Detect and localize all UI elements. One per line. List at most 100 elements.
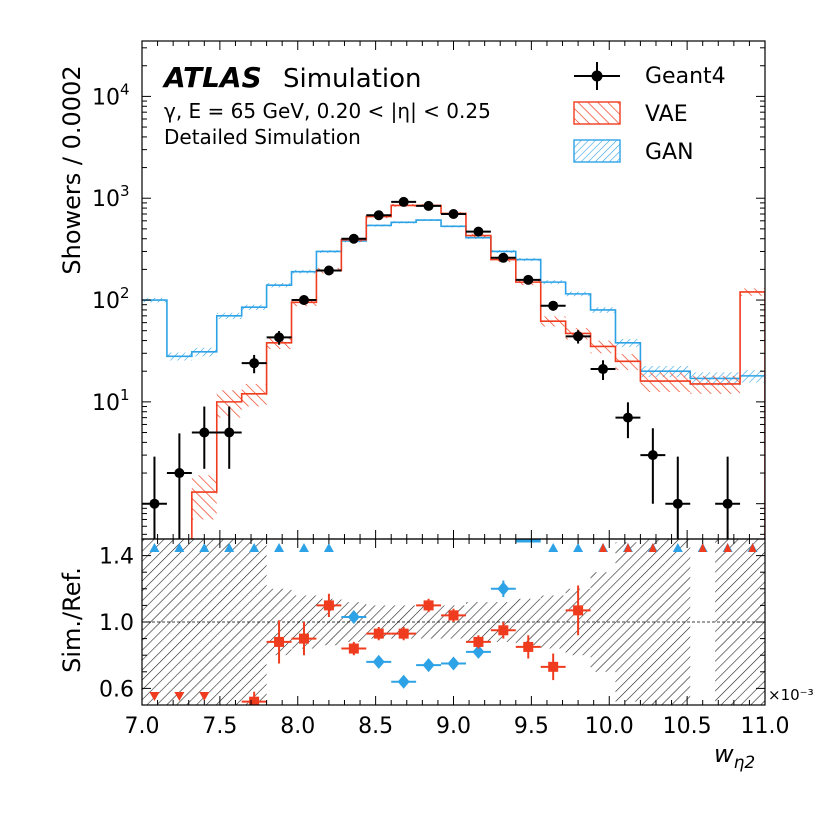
legend-gan-label: GAN [645,140,694,165]
geant4-marker [323,265,334,276]
geant4-point [416,200,442,211]
legend-geant4-marker [574,62,620,90]
geant4-point [241,354,267,374]
vae-err-band [241,383,267,407]
geant4-marker [298,295,309,306]
vae-ratio-point [441,608,466,622]
gan-ratio-point [490,580,516,598]
gan-ratio-marker [497,581,510,596]
geant4-marker [573,331,584,342]
vae-down-arrow-icon [199,692,210,701]
gan-up-arrow-icon [199,543,210,552]
vae-ratio-marker [373,628,384,639]
gan-ratio-points [341,580,516,689]
geant4-marker [548,300,559,311]
gan-up-arrow-icon [672,543,683,552]
vae-err-band [191,475,217,520]
legend: Geant4 VAE GAN [573,62,726,165]
vae-ratio-marker [398,628,409,639]
gan-up-arrow-icon [249,543,260,552]
gan-ratio-marker [422,658,435,673]
geant4-point [640,428,666,504]
vae-ratio-point [341,641,367,656]
vae-ratio-marker [498,625,509,636]
gan-up-arrow-icon [149,543,160,552]
simulation-label: Simulation [283,64,422,94]
geant4-marker [274,332,285,343]
geant4-marker [199,427,210,438]
x-tick-label: 10.0 [585,714,634,739]
vae-ratio-point [316,593,342,618]
geant4-point [291,295,317,306]
geant4-marker [224,427,235,438]
gan-up-arrow-icon [323,543,334,552]
geant4-point [490,252,516,263]
ratio-tick-label: 1.0 [99,611,134,636]
y-tick-label: 103 [92,182,130,212]
vae-ratio-marker [249,696,260,705]
vae-up-arrow-icon [698,543,707,552]
vae-ratio-marker [298,633,309,644]
vae-ratio-point [565,585,591,636]
gan-ratio-point [366,654,392,669]
geant4-point [590,360,616,380]
geant4-point [715,456,741,539]
legend-vae-swatch [573,101,621,125]
gan-ratio-point [341,610,367,625]
vae-up-arrow-icon [648,543,657,552]
geant4-point [441,208,466,219]
geant4-marker [373,210,384,221]
geant4-point [391,196,417,207]
x-tick-label: 9.5 [514,714,549,739]
geant4-point [191,406,217,469]
geant4-marker [598,364,609,375]
gan-ratio-marker [347,610,360,625]
y-axis-label: Showers / 0.0002 [58,65,86,274]
geant4-marker [448,208,459,219]
x-multiplier-label: ×10⁻³ [768,686,814,704]
geant4-marker [647,450,658,461]
vae-err-band [715,375,741,394]
gan-ratio-marker [397,674,410,689]
x-tick-label: 8.5 [358,714,393,739]
x-tick-label: 7.5 [202,714,237,739]
gan-up-arrow-icon [274,543,285,552]
x-axis-label-main: w [714,740,734,768]
gan-ratio-point [465,644,491,659]
gan-up-arrow-icon [224,543,235,552]
vae-err-band [690,375,716,394]
vae-ratio-marker [423,600,434,611]
geant4-marker [672,498,683,509]
vae-ratio-marker [323,600,334,611]
vae-err-band [665,372,691,392]
gan-up-arrow-icon [573,543,584,552]
geant4-marker [423,200,434,211]
geant4-marker [348,233,359,244]
atlas-label: ATLAS [162,61,262,94]
vae-ratio-point [490,622,516,639]
vae-up-arrow-icon [599,543,608,552]
gan-up-arrow-icon [298,543,309,552]
vae-ratio-marker [448,610,459,621]
ratio-axis-label: Sim./Ref. [58,567,86,673]
legend-gan-swatch [573,139,621,163]
vae-ratio-point [266,620,292,664]
vae-down-arrow-icon [174,692,185,701]
vae-ratio-marker [348,643,359,654]
vae-err-band [640,372,666,392]
geant4-point [366,210,392,221]
gan-ratio-marker [447,656,460,671]
ratio-out-of-range-arrows [149,543,758,701]
x-tick-label: 10.5 [663,714,712,739]
gan-ratio-marker [372,654,385,669]
geant4-point [515,274,541,285]
legend-vae-label: VAE [645,102,688,127]
geant4-marker [523,274,534,285]
geant4-point [216,406,242,469]
geant4-point [465,226,491,237]
vae-ratio-point [366,626,392,641]
annotation-detailed-simulation: Detailed Simulation [164,125,361,149]
vae-down-arrow-icon [149,692,160,701]
x-axis-label: wη2 [714,740,755,773]
geant4-marker [174,468,185,479]
